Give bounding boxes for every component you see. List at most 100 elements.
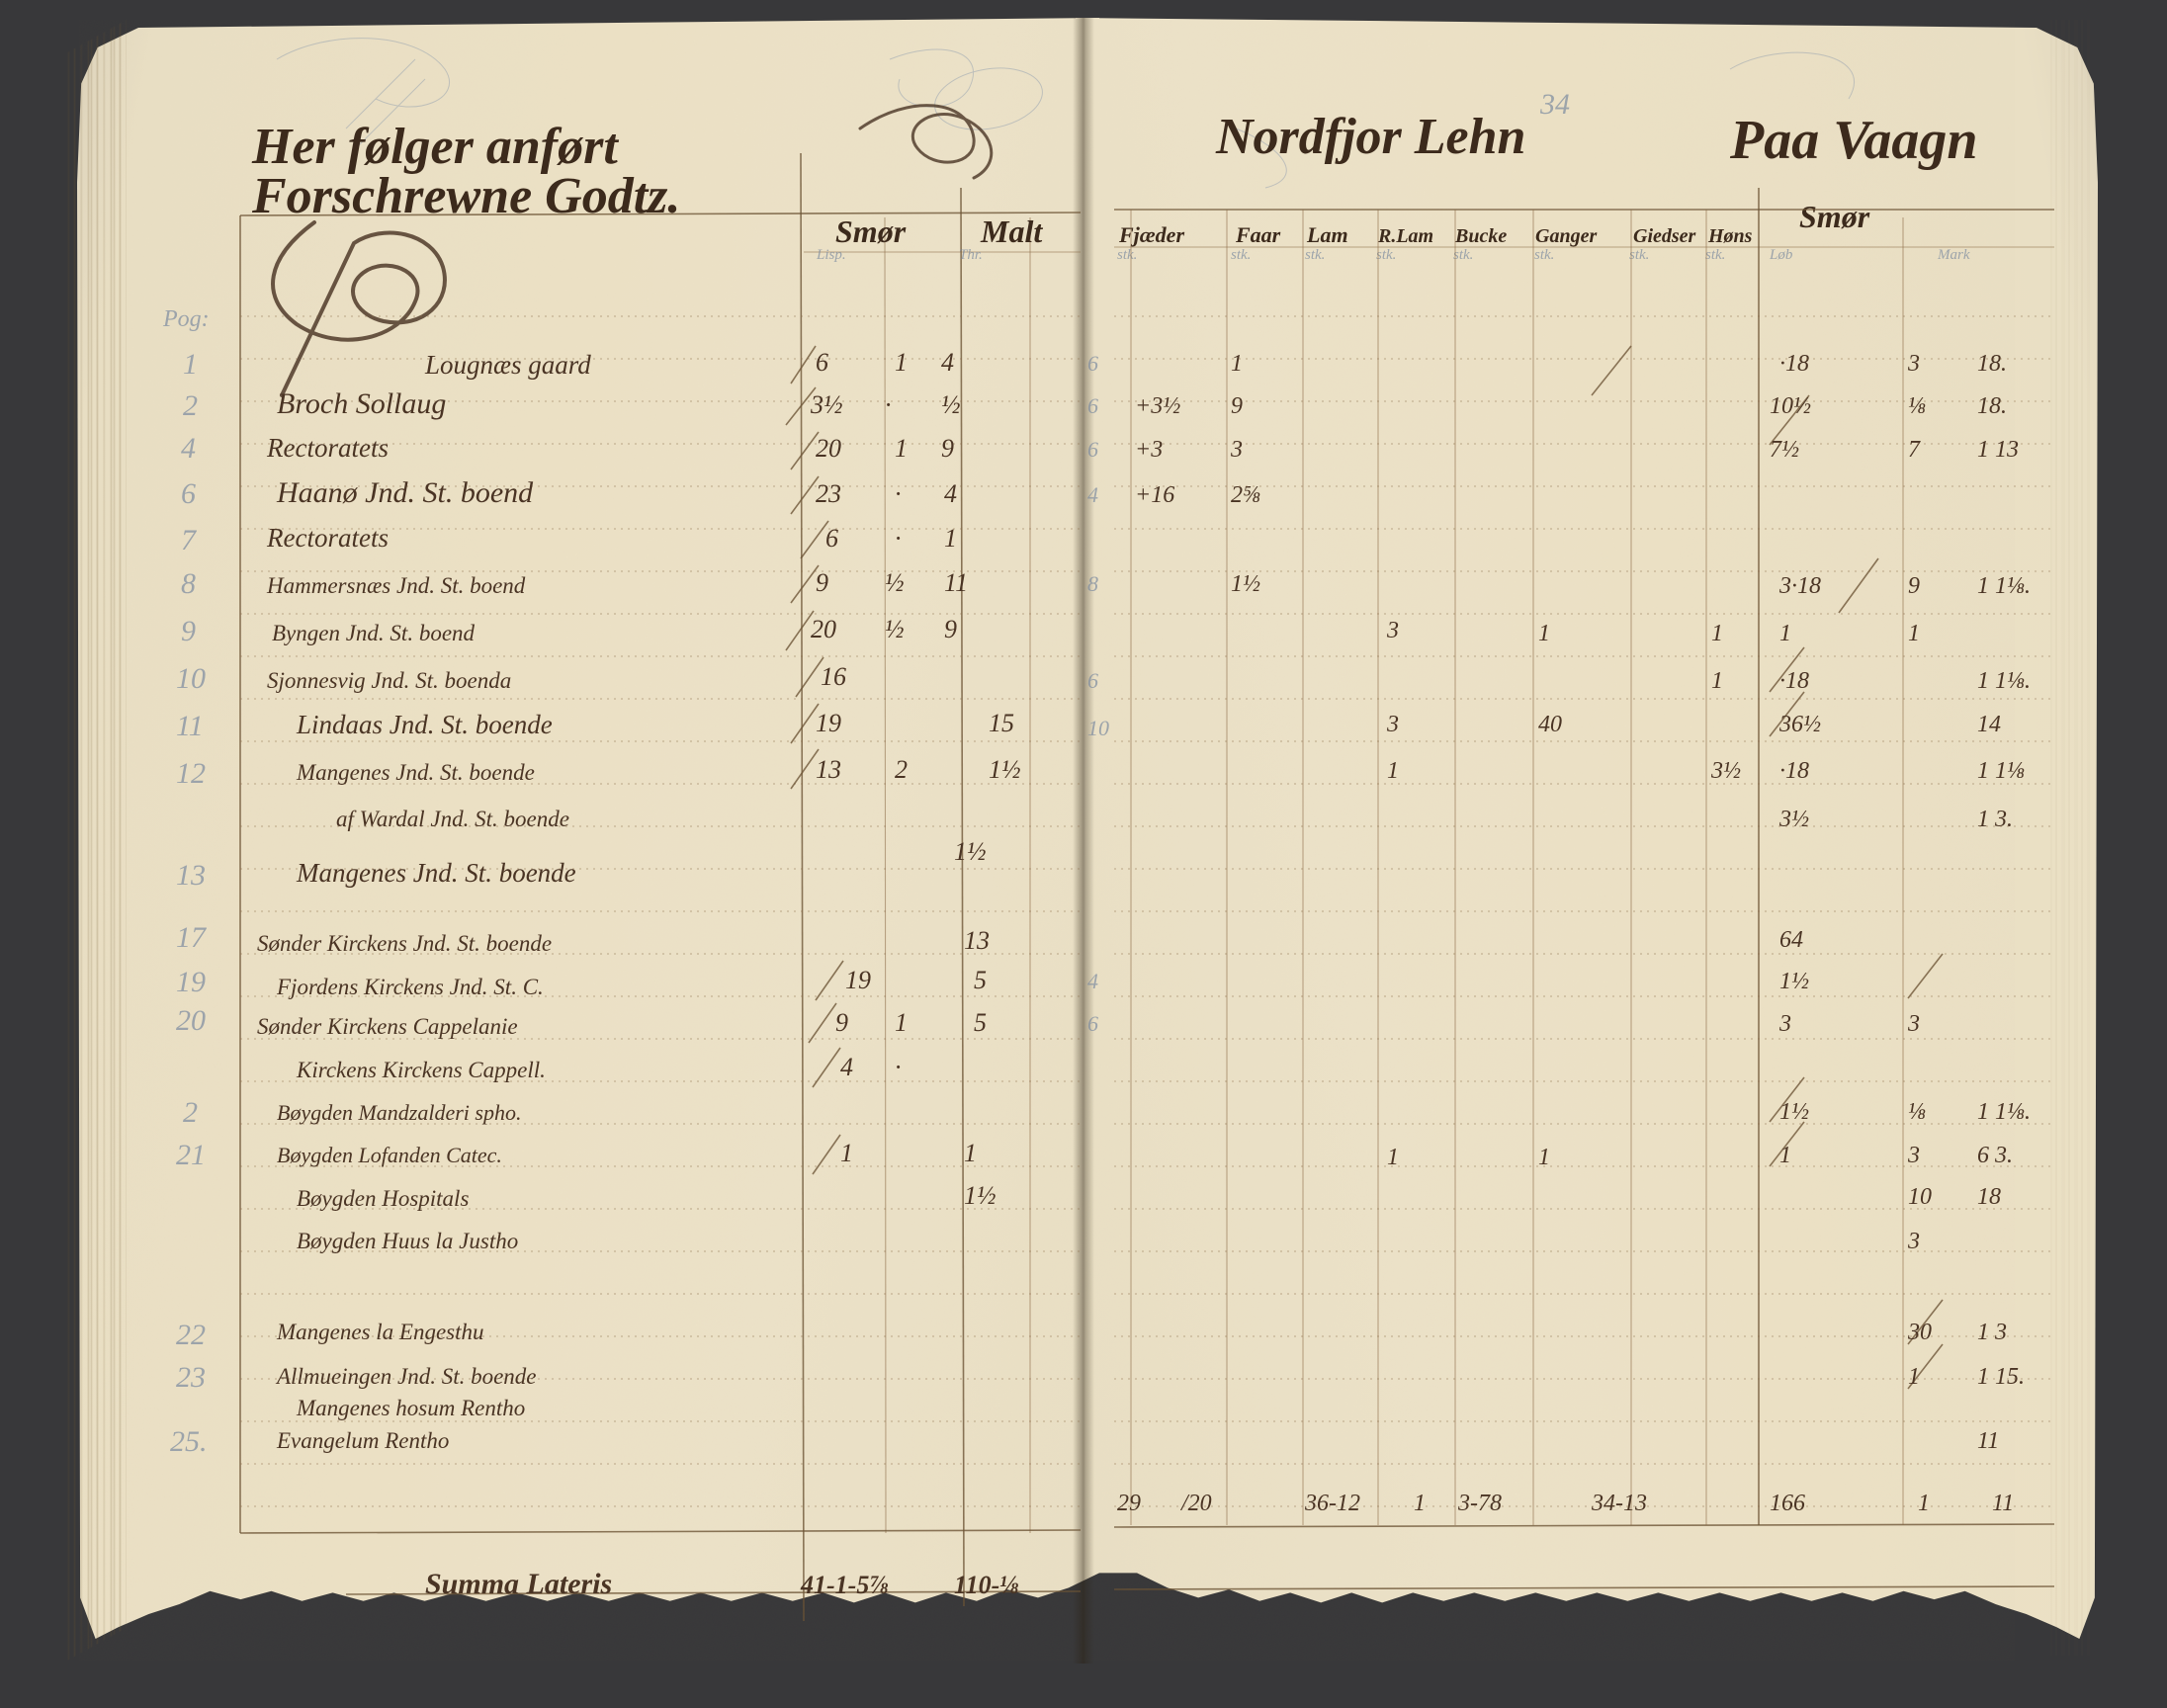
- svg-text:·18: ·18: [1779, 351, 1809, 377]
- svg-text:4: 4: [840, 1053, 853, 1081]
- svg-text:25.: 25.: [170, 1425, 208, 1458]
- svg-text:/20: /20: [1179, 1491, 1212, 1516]
- svg-text:6: 6: [816, 348, 828, 377]
- svg-text:20: 20: [176, 1004, 206, 1037]
- svg-text:Malt: Malt: [980, 214, 1043, 249]
- svg-text:29: 29: [1117, 1491, 1141, 1516]
- svg-text:1 1⅛.: 1 1⅛.: [1977, 573, 2031, 599]
- svg-text:1: 1: [1387, 758, 1399, 784]
- svg-text:1½: 1½: [954, 837, 987, 866]
- svg-text:22: 22: [176, 1319, 206, 1351]
- svg-text:stk.: stk.: [1231, 247, 1251, 263]
- svg-text:19: 19: [816, 709, 841, 737]
- svg-text:Summa Lateris: Summa Lateris: [425, 1568, 612, 1600]
- svg-text:2: 2: [183, 389, 198, 422]
- svg-text:30: 30: [1907, 1320, 1932, 1345]
- svg-text:Byngen Jnd. St. boend: Byngen Jnd. St. boend: [272, 621, 476, 645]
- svg-text:4: 4: [1087, 482, 1098, 507]
- svg-text:1½: 1½: [964, 1181, 997, 1210]
- svg-text:Evangelum Rentho: Evangelum Rentho: [276, 1428, 449, 1453]
- svg-text:Rectoratets: Rectoratets: [266, 523, 389, 553]
- svg-text:4: 4: [1087, 969, 1098, 993]
- svg-text:·: ·: [895, 1053, 902, 1081]
- svg-text:5: 5: [974, 966, 987, 994]
- svg-text:1: 1: [895, 348, 908, 377]
- svg-text:3·18: 3·18: [1778, 573, 1821, 599]
- svg-text:9: 9: [1908, 573, 1920, 599]
- svg-text:34: 34: [1539, 88, 1570, 121]
- svg-text:36-12: 36-12: [1304, 1491, 1360, 1516]
- svg-text:17: 17: [176, 921, 208, 954]
- svg-text:·: ·: [895, 524, 902, 553]
- svg-text:41-1-5⅞: 41-1-5⅞: [800, 1571, 889, 1599]
- svg-text:·18: ·18: [1779, 758, 1809, 784]
- svg-text:Giedser: Giedser: [1633, 225, 1696, 247]
- svg-text:stk.: stk.: [1117, 247, 1137, 263]
- svg-text:+16: +16: [1135, 482, 1174, 508]
- svg-text:1: 1: [1711, 621, 1723, 646]
- svg-text:6 3.: 6 3.: [1977, 1143, 2013, 1168]
- svg-text:Mangenes la Engesthu: Mangenes la Engesthu: [276, 1320, 484, 1344]
- svg-text:Fjordens Kirckens Jnd. St. C.: Fjordens Kirckens Jnd. St. C.: [276, 975, 544, 999]
- svg-text:21: 21: [176, 1139, 206, 1171]
- svg-text:13: 13: [176, 859, 206, 892]
- svg-text:20: 20: [811, 615, 836, 643]
- svg-text:stk.: stk.: [1453, 247, 1473, 263]
- svg-text:1: 1: [1711, 668, 1723, 694]
- svg-text:3: 3: [1230, 437, 1243, 463]
- svg-text:3: 3: [1386, 618, 1399, 643]
- svg-text:11: 11: [1977, 1428, 1999, 1454]
- svg-text:10: 10: [1908, 1184, 1932, 1210]
- svg-text:4: 4: [181, 432, 196, 465]
- svg-text:6: 6: [1087, 1011, 1098, 1036]
- svg-text:1½: 1½: [989, 755, 1021, 784]
- svg-text:1½: 1½: [1779, 969, 1809, 994]
- svg-text:6: 6: [825, 524, 838, 553]
- svg-text:13: 13: [816, 755, 841, 784]
- svg-text:36½: 36½: [1778, 712, 1821, 737]
- svg-text:⅛: ⅛: [1908, 1099, 1926, 1125]
- svg-text:stk.: stk.: [1534, 247, 1554, 263]
- svg-text:16: 16: [821, 662, 846, 691]
- svg-text:Smør: Smør: [835, 214, 907, 249]
- svg-text:stk.: stk.: [1376, 247, 1396, 263]
- svg-text:Bøygden Hospitals: Bøygden Hospitals: [297, 1186, 469, 1211]
- svg-text:3: 3: [1907, 1011, 1920, 1037]
- svg-text:3: 3: [1386, 712, 1399, 737]
- svg-text:19: 19: [845, 966, 871, 994]
- svg-text:Lisp.: Lisp.: [816, 247, 846, 263]
- svg-text:9: 9: [181, 615, 196, 647]
- svg-text:Bucke: Bucke: [1454, 225, 1507, 247]
- svg-text:8: 8: [181, 567, 196, 600]
- svg-text:19: 19: [176, 966, 206, 998]
- svg-text:Her følger anført: Her følger anført: [251, 119, 619, 175]
- svg-text:Bøygden Lofanden Catec.: Bøygden Lofanden Catec.: [277, 1143, 502, 1167]
- svg-text:2: 2: [895, 755, 908, 784]
- svg-text:5: 5: [974, 1008, 987, 1037]
- svg-text:Høns: Høns: [1707, 225, 1753, 247]
- svg-text:4: 4: [944, 479, 957, 508]
- svg-text:23: 23: [816, 479, 841, 508]
- svg-text:3½: 3½: [810, 390, 843, 419]
- svg-text:Kirckens Kirckens Cappell.: Kirckens Kirckens Cappell.: [296, 1058, 546, 1082]
- svg-text:40: 40: [1538, 712, 1562, 737]
- svg-text:1: 1: [1779, 1143, 1791, 1168]
- svg-text:Sønder Kirckens Cappelanie: Sønder Kirckens Cappelanie: [257, 1014, 518, 1039]
- svg-text:1 3.: 1 3.: [1977, 807, 2013, 832]
- svg-text:9: 9: [944, 615, 957, 643]
- svg-text:3½: 3½: [1778, 807, 1809, 832]
- svg-text:3: 3: [1907, 351, 1920, 377]
- svg-text:12: 12: [176, 757, 206, 790]
- svg-text:Mangenes hosum Rentho: Mangenes hosum Rentho: [296, 1396, 525, 1420]
- svg-text:1½: 1½: [1779, 1099, 1809, 1125]
- svg-text:Lindaas Jnd. St. boende: Lindaas Jnd. St. boende: [296, 710, 553, 739]
- svg-text:1: 1: [895, 434, 908, 463]
- svg-text:Bøygden Huus la Justho: Bøygden Huus la Justho: [297, 1229, 518, 1253]
- svg-text:R.Lam: R.Lam: [1377, 225, 1433, 247]
- svg-text:1: 1: [1538, 621, 1550, 646]
- svg-text:Hammersnæs Jnd. St. boend: Hammersnæs Jnd. St. boend: [266, 573, 526, 598]
- svg-text:15: 15: [989, 709, 1014, 737]
- svg-text:18.: 18.: [1977, 351, 2007, 377]
- svg-text:1½: 1½: [1231, 571, 1260, 597]
- svg-text:6: 6: [1087, 351, 1098, 376]
